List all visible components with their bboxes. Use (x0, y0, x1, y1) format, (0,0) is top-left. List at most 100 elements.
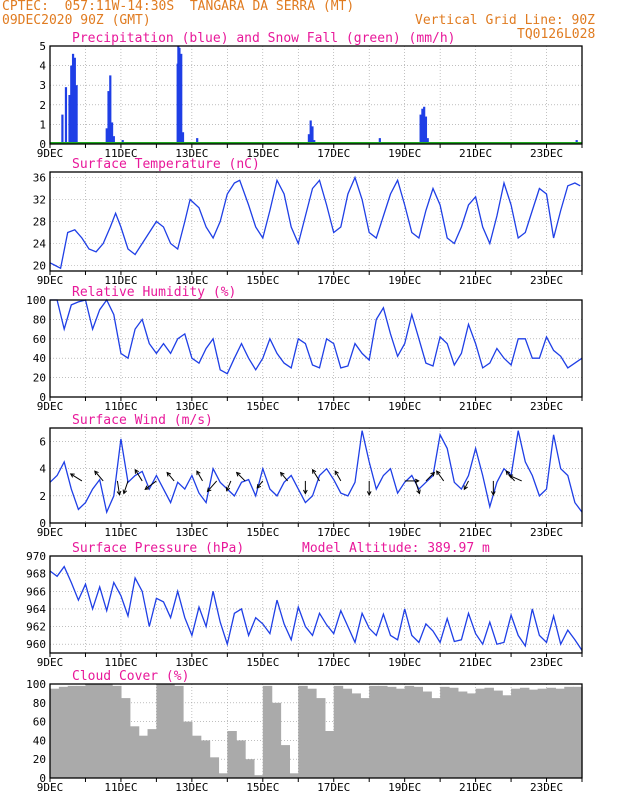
cloud-bar (457, 691, 468, 778)
y-tick-label: 0 (39, 772, 46, 785)
wind-arrow-head (279, 471, 285, 477)
x-tick-label: 17DEC (317, 656, 350, 669)
wind-arrow-head (311, 468, 317, 474)
x-tick-label: 21DEC (459, 526, 492, 539)
x-tick-label: 13DEC (175, 656, 208, 669)
wind-arrow (196, 470, 203, 482)
wind-arrow-head (94, 470, 99, 476)
cloud-bar (129, 726, 140, 778)
y-tick-label: 2 (39, 99, 46, 112)
y-tick-label: 40 (33, 352, 46, 365)
y-tick-label: 20 (33, 260, 46, 273)
cloud-bar (138, 735, 149, 778)
cloud-bar (449, 687, 459, 778)
wind-arrow-head (122, 489, 128, 495)
cloud-bar (475, 688, 486, 778)
precip-bar (71, 53, 75, 145)
wind-arrow-head (366, 491, 372, 496)
precip-bar (109, 75, 112, 144)
x-tick-label: 9DEC (37, 656, 64, 669)
wind-arrow-head (69, 473, 75, 478)
x-tick-label: 23DEC (530, 781, 563, 794)
wind-arrow-head (505, 470, 511, 476)
wind-arrow-head (144, 485, 150, 490)
cloud-bar (156, 684, 166, 778)
precip-bar (68, 95, 71, 144)
cloud-bar (431, 698, 441, 778)
y-tick-label: 20 (33, 372, 46, 385)
wind-arrow (436, 470, 445, 482)
cloud-bar (555, 688, 565, 778)
cloud-bar (58, 686, 69, 778)
wind-arrow (70, 473, 83, 482)
precip-bar (309, 120, 312, 144)
cloud-bar (280, 745, 290, 778)
x-tick-label: 15DEC (246, 656, 279, 669)
wind-arrow (463, 480, 469, 490)
wind-arrow-head (303, 489, 308, 495)
y-tick-label: 40 (33, 734, 46, 747)
plot-frame (49, 683, 583, 779)
wind-arrow (508, 474, 522, 482)
cloud-bar (174, 685, 184, 778)
y-tick-label: 60 (33, 333, 46, 346)
x-tick-label: 21DEC (459, 400, 492, 413)
panel-title: Relative Humidity (%) (72, 285, 236, 300)
wind-arrow-head (134, 468, 139, 474)
cloud-bar (386, 686, 397, 778)
cloud-bar (253, 775, 264, 778)
cloud-bar (466, 693, 477, 778)
wind-arrow-head (235, 471, 241, 477)
cloud-bar (209, 757, 220, 778)
cloud-bar (147, 729, 157, 778)
cloud-bar (333, 685, 344, 778)
precip-bar (180, 53, 183, 145)
panel-title: Surface Wind (m/s) (72, 413, 213, 428)
cloud-bar (94, 684, 104, 778)
x-tick-label: 15DEC (246, 400, 279, 413)
y-tick-label: 962 (26, 621, 46, 634)
cloud-bar (378, 685, 388, 778)
x-tick-label: 17DEC (317, 781, 350, 794)
y-tick-label: 970 (26, 550, 46, 563)
x-tick-label: 11DEC (104, 526, 137, 539)
cloud-bar (573, 686, 583, 778)
x-tick-label: 23DEC (530, 656, 563, 669)
series-line (50, 298, 583, 375)
x-tick-label: 17DEC (317, 147, 350, 160)
wind-arrow (144, 480, 157, 490)
cloud-bar (440, 686, 450, 778)
plot-frame (49, 299, 583, 398)
cloud-bar (546, 687, 556, 778)
wind-arrow (94, 470, 104, 482)
x-tick-label: 13DEC (175, 400, 208, 413)
x-tick-label: 19DEC (388, 656, 421, 669)
plot-frame (49, 427, 583, 524)
y-tick-label: 1 (39, 118, 46, 131)
x-tick-label: 21DEC (459, 781, 492, 794)
wind-arrow (280, 472, 289, 482)
wind-arrow-head (430, 471, 436, 477)
wind-arrow-head (166, 471, 172, 477)
plot-frame (49, 45, 583, 145)
cloud-bar (85, 684, 95, 778)
series-line (49, 175, 581, 270)
cloud-bar (218, 773, 228, 778)
x-tick-label: 23DEC (530, 274, 563, 287)
wind-arrow-head (414, 478, 420, 484)
precip-bar (64, 87, 68, 144)
x-tick-label: 9DEC (37, 147, 64, 160)
x-tick-label: 17DEC (317, 274, 350, 287)
x-tick-label: 21DEC (459, 656, 492, 669)
wind-arrow-head (508, 474, 514, 479)
cloud-bar (502, 695, 512, 778)
precip-bar (110, 122, 114, 144)
y-tick-label: 20 (33, 753, 46, 766)
x-tick-label: 11DEC (104, 781, 137, 794)
cloud-bar (245, 759, 255, 778)
cloud-bar (236, 740, 246, 778)
precip-bar (112, 136, 115, 144)
precip-bar (311, 126, 314, 144)
y-tick-label: 32 (33, 194, 46, 207)
